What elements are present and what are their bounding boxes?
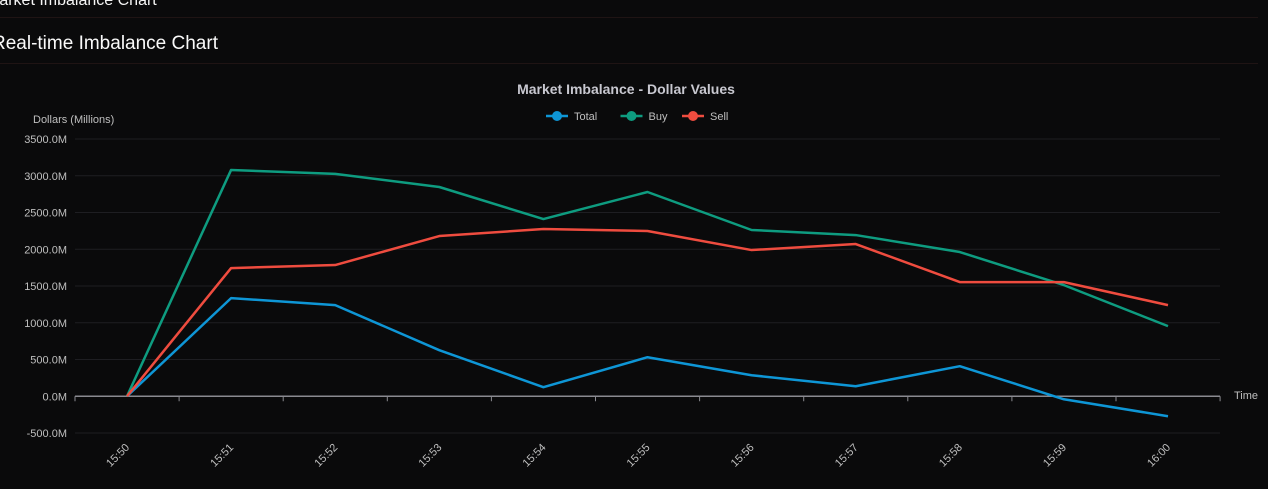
y-tick-label: 0.0M <box>43 391 67 403</box>
y-tick-label: 1000.0M <box>24 318 67 330</box>
y-tick-label: 2500.0M <box>24 208 67 220</box>
x-tick-label: 15:53 <box>416 442 444 470</box>
x-axis-label: Time <box>1234 390 1258 402</box>
series-line-buy <box>125 168 1169 397</box>
x-tick-label: 15:56 <box>729 442 757 470</box>
x-tick-label: 15:55 <box>625 442 653 470</box>
y-tick-label: -500.0M <box>27 428 67 440</box>
legend-marker-sell <box>688 111 698 121</box>
x-tick-label: 16:00 <box>1145 442 1173 470</box>
y-tick-label: 1500.0M <box>24 281 67 293</box>
x-tick-label: 15:57 <box>833 442 861 470</box>
x-tick-label: 15:59 <box>1041 442 1069 470</box>
legend-marker-total <box>552 111 562 121</box>
legend-label-sell: Sell <box>710 111 728 123</box>
header-title: Market Imbalance Chart <box>0 0 157 9</box>
legend-label-total: Total <box>574 111 597 123</box>
y-axis-label: Dollars (Millions) <box>33 114 114 126</box>
legend-label-buy: Buy <box>649 111 668 123</box>
series-line-total <box>126 296 1169 418</box>
x-tick-label: 15:54 <box>521 442 549 470</box>
y-tick-label: 3000.0M <box>24 171 67 183</box>
series-line-sell <box>126 227 1169 398</box>
chart-title: Market Imbalance - Dollar Values <box>517 81 735 97</box>
x-tick-label: 15:58 <box>937 442 965 470</box>
x-tick-label: 15:52 <box>312 442 340 470</box>
section-title: Real-time Imbalance Chart <box>0 33 218 54</box>
y-tick-label: 3500.0M <box>24 134 67 146</box>
x-tick-label: 15:50 <box>104 442 132 470</box>
divider <box>0 63 1258 64</box>
x-tick-label: 15:51 <box>208 442 236 470</box>
y-tick-label: 2000.0M <box>24 244 67 256</box>
legend-marker-buy <box>626 111 637 121</box>
y-tick-label: 500.0M <box>30 355 67 367</box>
divider <box>0 17 1258 18</box>
